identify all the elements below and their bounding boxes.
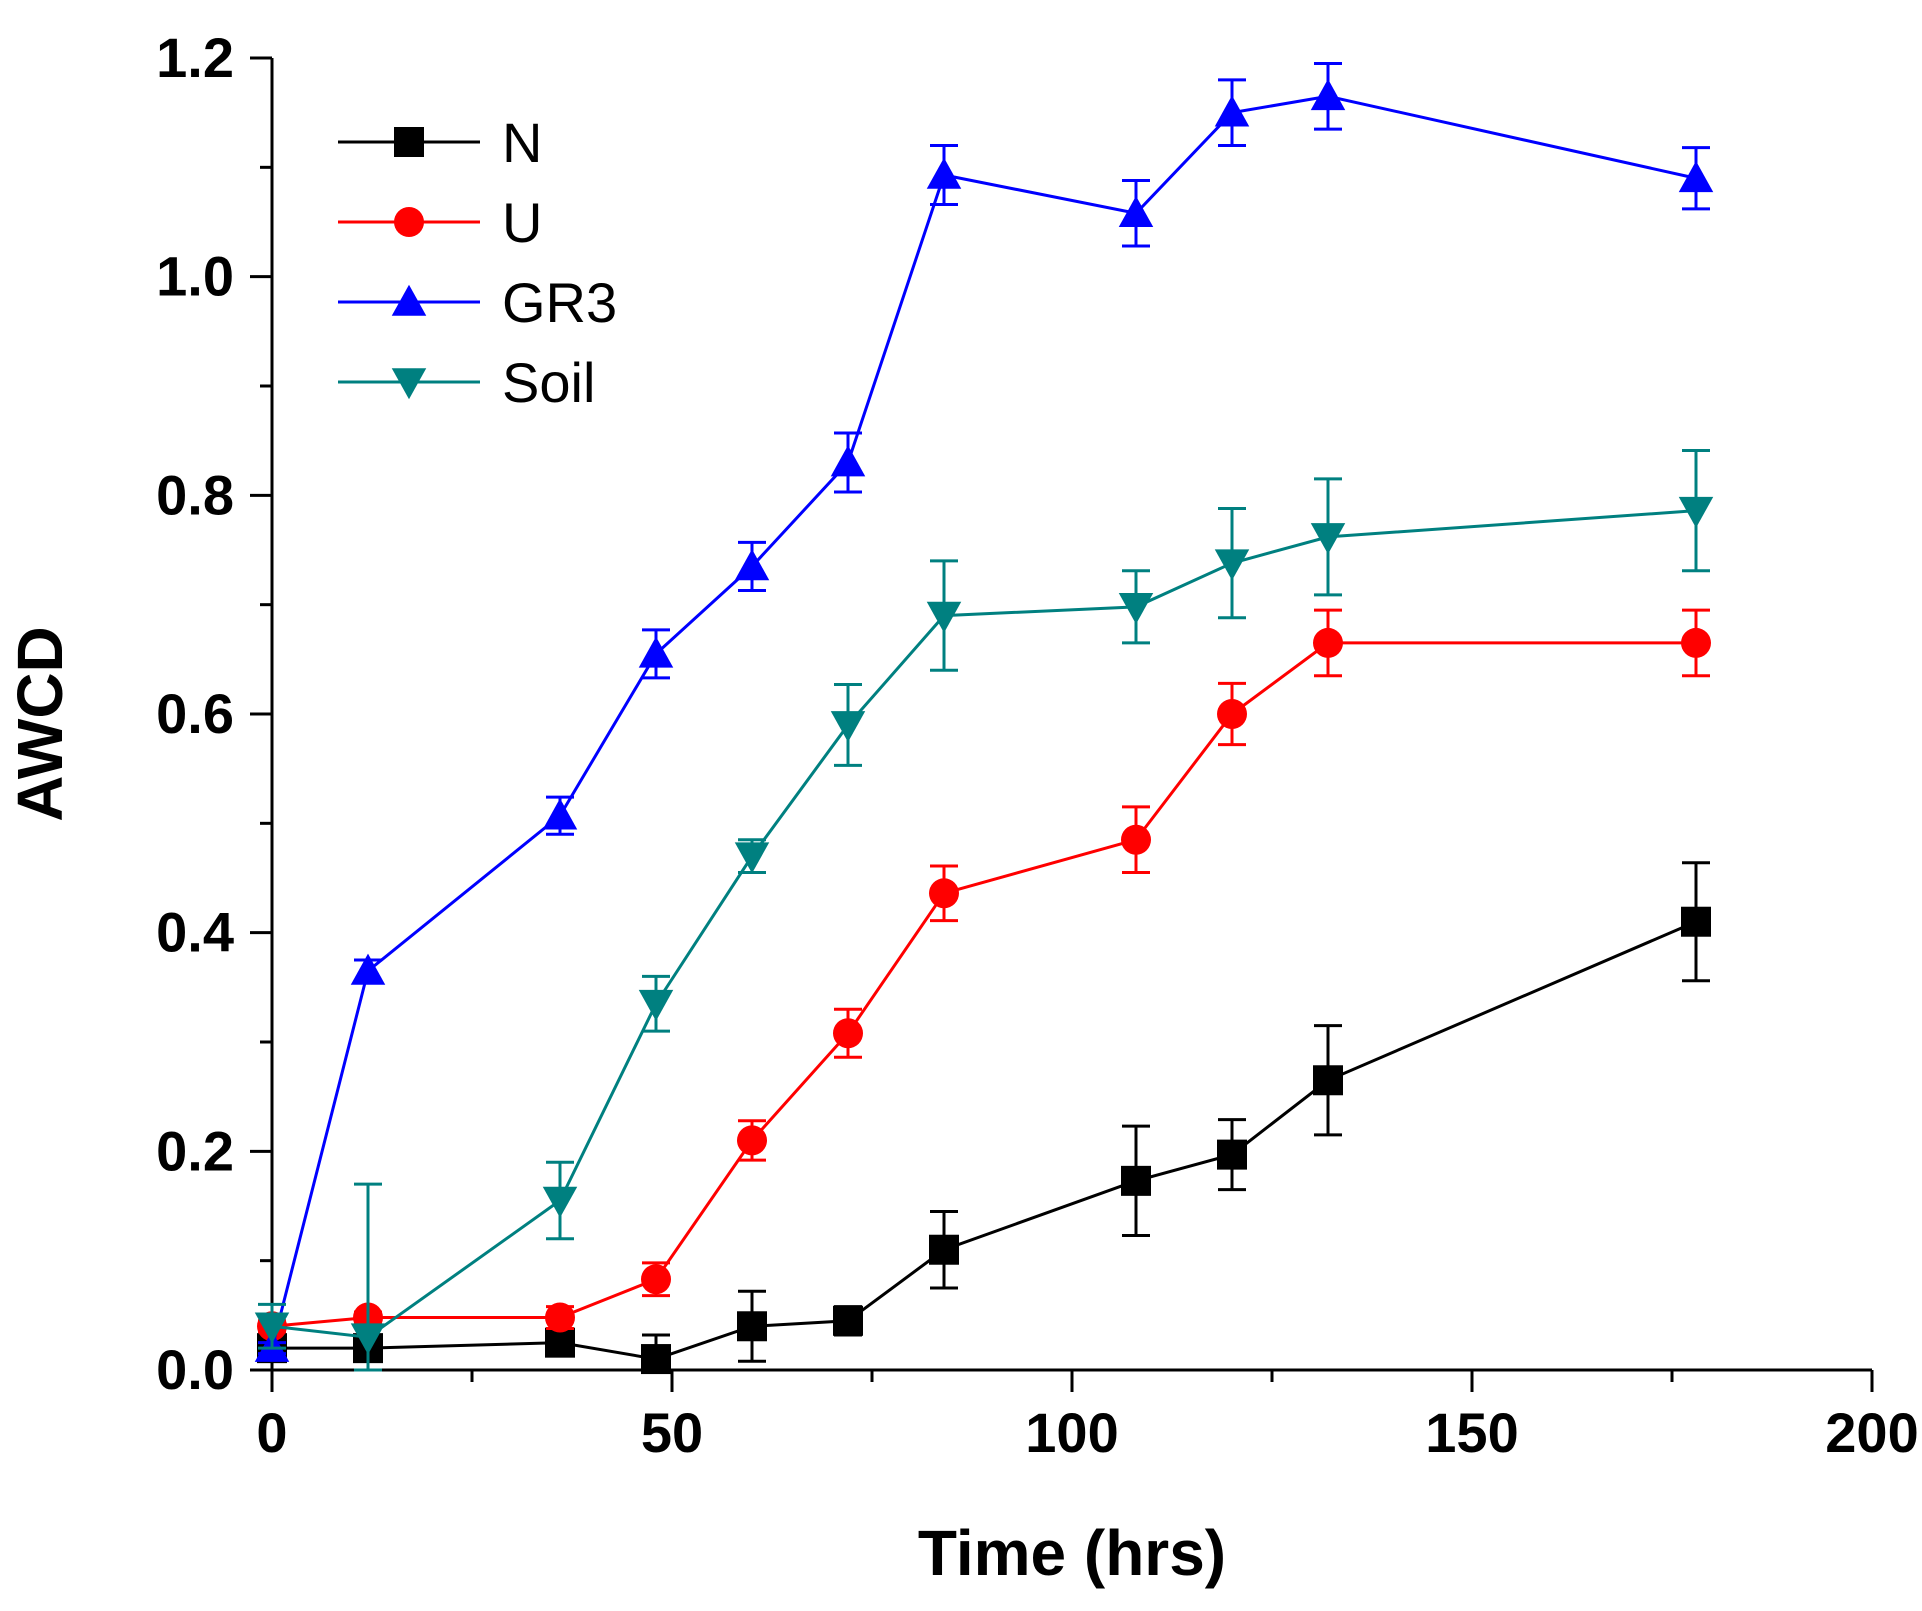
- data-point-square: [1121, 1165, 1151, 1196]
- series-line: [271, 641, 1696, 1328]
- data-point-circle: [394, 207, 424, 237]
- y-tick-label: 0.0: [156, 1338, 234, 1401]
- data-point-triangle-up: [542, 798, 578, 830]
- x-tick-label: 150: [1425, 1401, 1518, 1464]
- data-point-triangle-down: [1118, 593, 1154, 625]
- data-point-square: [833, 1305, 863, 1336]
- data-point-square: [929, 1234, 959, 1265]
- data-point-triangle-down: [542, 1186, 578, 1218]
- series-soil: [254, 449, 1714, 1372]
- x-axis-title: Time (hrs): [918, 1517, 1226, 1589]
- y-tick-label: 0.8: [156, 463, 234, 526]
- data-point-triangle-up: [830, 445, 866, 477]
- series-line: [270, 94, 1697, 1349]
- legend-item-gr3: GR3: [338, 271, 617, 334]
- x-tick-label: 0: [256, 1401, 287, 1464]
- data-point-triangle-down: [1214, 549, 1250, 581]
- series-line: [272, 920, 1697, 1361]
- legend-label: N: [502, 111, 542, 174]
- y-tick-label: 0.2: [156, 1119, 234, 1182]
- data-point-triangle-down: [734, 842, 770, 874]
- legend-item-soil: Soil: [338, 351, 595, 414]
- data-point-triangle-up: [391, 284, 427, 316]
- series-line: [271, 509, 1697, 1339]
- legend-label: GR3: [502, 271, 617, 334]
- data-point-triangle-down: [254, 1312, 290, 1344]
- x-tick-label: 200: [1825, 1401, 1918, 1464]
- y-tick-label: 0.6: [156, 682, 234, 745]
- data-point-triangle-down: [350, 1323, 386, 1355]
- data-point-circle: [737, 1125, 767, 1156]
- data-point-square: [545, 1327, 575, 1358]
- series-gr3: [254, 61, 1714, 1362]
- data-point-triangle-up: [926, 157, 962, 189]
- data-point-square: [641, 1344, 671, 1375]
- legend-item-u: U: [338, 191, 542, 254]
- data-point-square: [737, 1311, 767, 1342]
- data-point-triangle-down: [1678, 496, 1714, 528]
- tick-group: 0 50 100 150 200 0.0 0.2 0.4 0.6 0.8 1.0 1.2: [156, 26, 1919, 1464]
- data-point-triangle-up: [1214, 95, 1250, 127]
- legend-item-n: N: [338, 111, 542, 174]
- series-n: [257, 861, 1711, 1375]
- data-point-circle: [1217, 699, 1247, 729]
- y-tick-label: 1.2: [156, 26, 234, 89]
- data-point-square: [394, 127, 424, 157]
- data-point-triangle-down: [391, 368, 427, 400]
- axes: [270, 58, 1872, 1372]
- data-point-triangle-down: [1310, 523, 1346, 555]
- data-point-triangle-down: [926, 601, 962, 633]
- data-point-triangle-up: [1310, 79, 1346, 111]
- series-u: [257, 608, 1711, 1342]
- data-point-square: [1217, 1139, 1247, 1170]
- y-tick-label: 0.4: [156, 901, 234, 964]
- series-layer: [254, 61, 1714, 1375]
- data-point-triangle-up: [1118, 196, 1154, 228]
- x-tick-label: 50: [641, 1401, 703, 1464]
- data-point-triangle-up: [1678, 161, 1714, 193]
- x-tick-label: 100: [1025, 1401, 1118, 1464]
- data-point-circle: [833, 1018, 863, 1049]
- legend-label: U: [502, 191, 542, 254]
- data-point-circle: [929, 878, 959, 909]
- y-axis-title: AWCD: [4, 626, 76, 822]
- data-point-circle: [1681, 627, 1711, 658]
- data-point-square: [1313, 1065, 1343, 1096]
- data-point-circle: [641, 1264, 671, 1295]
- y-tick-label: 1.0: [156, 245, 234, 308]
- data-point-triangle-down: [830, 711, 866, 743]
- data-point-triangle-up: [638, 636, 674, 668]
- data-point-triangle-up: [350, 953, 386, 985]
- data-point-circle: [545, 1302, 575, 1333]
- data-point-triangle-up: [734, 549, 770, 581]
- data-point-triangle-down: [638, 989, 674, 1021]
- data-point-circle: [1121, 824, 1151, 855]
- legend: NU GR3 Soil: [338, 111, 617, 414]
- data-point-circle: [1313, 627, 1343, 658]
- legend-label: Soil: [502, 351, 595, 414]
- data-point-square: [1681, 906, 1711, 937]
